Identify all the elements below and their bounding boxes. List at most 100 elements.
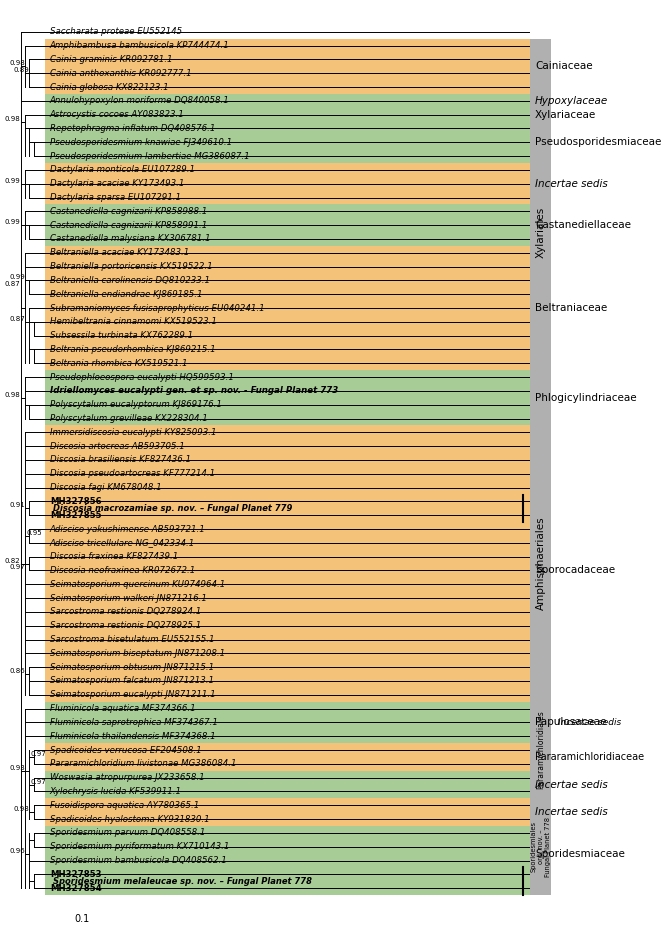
Text: Adisciso tricellulare NG_042334.1: Adisciso tricellulare NG_042334.1: [50, 538, 195, 547]
Text: Discosia fraxinea KF827439.1: Discosia fraxinea KF827439.1: [50, 552, 178, 561]
Text: Woswasia atropurpurea JX233658.1: Woswasia atropurpurea JX233658.1: [50, 773, 204, 782]
Text: Discosia brasiliensis KF827436.1: Discosia brasiliensis KF827436.1: [50, 456, 191, 465]
Text: Pararamichloridium livistonae MG386084.1: Pararamichloridium livistonae MG386084.1: [50, 759, 237, 769]
Text: Incertae sedis: Incertae sedis: [558, 718, 622, 727]
Text: Fusoidispora aquatica AY780365.1: Fusoidispora aquatica AY780365.1: [50, 801, 199, 809]
Bar: [45, 246, 530, 370]
Text: Sporidesmium bambusicola DQ408562.1: Sporidesmium bambusicola DQ408562.1: [50, 856, 226, 865]
Text: Hypoxylaceae: Hypoxylaceae: [535, 96, 608, 106]
Text: Seimatosporium eucalypti JN871211.1: Seimatosporium eucalypti JN871211.1: [50, 690, 216, 699]
Text: Fluminicola thailandensis MF374368.1: Fluminicola thailandensis MF374368.1: [50, 732, 216, 741]
Text: 0.97: 0.97: [9, 564, 25, 569]
Text: 0.98: 0.98: [13, 807, 29, 812]
Text: Discosia fagi KM678048.1: Discosia fagi KM678048.1: [50, 483, 161, 492]
Bar: [45, 826, 530, 895]
Text: Pararamichloridiaceae: Pararamichloridiaceae: [535, 752, 644, 762]
Text: Xylochrysis lucida KF539911.1: Xylochrysis lucida KF539911.1: [50, 787, 182, 796]
Bar: [45, 205, 530, 246]
Text: Beltrania pseudorhombica KJ869215.1: Beltrania pseudorhombica KJ869215.1: [50, 345, 216, 354]
Text: Dactylaria monticola EU107289.1: Dactylaria monticola EU107289.1: [50, 166, 195, 174]
Text: 0.97: 0.97: [30, 751, 46, 757]
Text: 0.91: 0.91: [9, 502, 25, 508]
Bar: [45, 702, 530, 744]
Text: Sarcostroma bisetulatum EU552155.1: Sarcostroma bisetulatum EU552155.1: [50, 635, 214, 644]
Bar: [530, 798, 551, 895]
Text: Cainia globosa KX822123.1: Cainia globosa KX822123.1: [50, 82, 169, 92]
Text: 0.87: 0.87: [5, 282, 20, 287]
Text: Sporidesmium pyriformatum KX710143.1: Sporidesmium pyriformatum KX710143.1: [50, 843, 229, 851]
Text: 0.82: 0.82: [5, 557, 20, 564]
Bar: [45, 39, 530, 94]
Bar: [45, 770, 530, 798]
Text: Astrocystis cocoes AY083823.1: Astrocystis cocoes AY083823.1: [50, 110, 185, 119]
Text: Dactylaria sparsa EU107291.1: Dactylaria sparsa EU107291.1: [50, 193, 181, 202]
Text: Beltraniaceae: Beltraniaceae: [535, 303, 607, 313]
Text: Sporidesmium parvum DQ408558.1: Sporidesmium parvum DQ408558.1: [50, 829, 205, 837]
Text: 0.96: 0.96: [9, 847, 25, 854]
Text: Discosia macrozamiae sp. nov. – Fungal Planet 779: Discosia macrozamiae sp. nov. – Fungal P…: [52, 504, 292, 513]
Text: Castanediella cagnizarii KP858988.1: Castanediella cagnizarii KP858988.1: [50, 206, 207, 216]
Text: 0.98: 0.98: [9, 60, 25, 67]
Text: Sarcostroma restionis DQ278924.1: Sarcostroma restionis DQ278924.1: [50, 607, 201, 617]
Bar: [45, 163, 530, 205]
Text: Pseudosporidesmium lambertiae MG386087.1: Pseudosporidesmium lambertiae MG386087.1: [50, 152, 249, 160]
Text: Immersidiscosia eucalypti KY825093.1: Immersidiscosia eucalypti KY825093.1: [50, 428, 216, 437]
Text: Annulohypoxylon moriforme DQ840058.1: Annulohypoxylon moriforme DQ840058.1: [50, 96, 230, 106]
Text: Amphibambusa bambusicola KP744474.1: Amphibambusa bambusicola KP744474.1: [50, 41, 230, 50]
Text: Beltrania rhombica KX519521.1: Beltrania rhombica KX519521.1: [50, 358, 187, 368]
Bar: [530, 702, 551, 798]
Text: Pseudosporidesmium knawiae FJ349610.1: Pseudosporidesmium knawiae FJ349610.1: [50, 138, 232, 147]
Text: 0.99: 0.99: [5, 178, 20, 183]
Text: 0.99: 0.99: [9, 274, 25, 281]
Text: Pseudophloeospora eucalypti HQ599593.1: Pseudophloeospora eucalypti HQ599593.1: [50, 372, 234, 382]
Text: Seimatosporium biseptatum JN871208.1: Seimatosporium biseptatum JN871208.1: [50, 649, 225, 657]
Text: 0.98: 0.98: [5, 116, 20, 121]
Text: Castanediellaceae: Castanediellaceae: [535, 220, 631, 231]
Text: Seimatosporium quercinum KU974964.1: Seimatosporium quercinum KU974964.1: [50, 580, 225, 589]
Text: Fluminicola saprotrophica MF374367.1: Fluminicola saprotrophica MF374367.1: [50, 718, 218, 727]
Text: Cainia anthoxanthis KR092777.1: Cainia anthoxanthis KR092777.1: [50, 69, 192, 78]
Bar: [45, 94, 530, 107]
Text: Polyscytalum grevilleae KX228304.1: Polyscytalum grevilleae KX228304.1: [50, 414, 208, 423]
Text: Sporidesmiales
ord. nov. –
Fungal Planet 778: Sporidesmiales ord. nov. – Fungal Planet…: [531, 817, 551, 877]
Text: Castanediella cagnizarii KP858991.1: Castanediella cagnizarii KP858991.1: [50, 220, 207, 230]
Text: Beltraniella endiandrae KJ869185.1: Beltraniella endiandrae KJ869185.1: [50, 290, 202, 299]
Text: Incertae sedis: Incertae sedis: [535, 780, 608, 790]
Text: MH327854: MH327854: [50, 883, 101, 893]
Text: 0.86: 0.86: [9, 668, 25, 674]
Bar: [45, 744, 530, 770]
Text: Adisciso yakushimense AB593721.1: Adisciso yakushimense AB593721.1: [50, 524, 206, 533]
Text: 0.89: 0.89: [13, 68, 29, 73]
Text: Subsessila turbinata KX762289.1: Subsessila turbinata KX762289.1: [50, 332, 193, 340]
Text: 0.97: 0.97: [30, 779, 46, 784]
Text: Pararamichloridiales: Pararamichloridiales: [536, 710, 546, 789]
Text: Pseudosporidesmiaceae: Pseudosporidesmiaceae: [535, 137, 661, 147]
Text: Castanediella malysiana KX306781.1: Castanediella malysiana KX306781.1: [50, 234, 210, 244]
Text: MH327853: MH327853: [50, 870, 101, 879]
Text: Papulosaceae: Papulosaceae: [535, 718, 607, 728]
Text: 0.93: 0.93: [9, 765, 25, 770]
Text: Xylariales: Xylariales: [536, 206, 546, 257]
Text: Cainiaceae: Cainiaceae: [535, 61, 593, 71]
Text: 0.1: 0.1: [74, 914, 89, 924]
Text: Incertae sedis: Incertae sedis: [535, 807, 608, 817]
Bar: [45, 107, 530, 163]
Bar: [45, 798, 530, 826]
Text: Dactylaria acaciae KY173493.1: Dactylaria acaciae KY173493.1: [50, 180, 184, 188]
Text: Fluminicola aquatica MF374366.1: Fluminicola aquatica MF374366.1: [50, 704, 196, 713]
Text: Beltraniella acaciae KY173483.1: Beltraniella acaciae KY173483.1: [50, 248, 189, 257]
Text: Discosia pseudoartocreas KF777214.1: Discosia pseudoartocreas KF777214.1: [50, 469, 215, 479]
Text: 0.98: 0.98: [5, 392, 20, 398]
Text: Saccharata proteae EU552145: Saccharata proteae EU552145: [50, 27, 182, 36]
Bar: [530, 425, 551, 702]
Text: Phlogicylindriaceae: Phlogicylindriaceae: [535, 393, 637, 403]
Text: Spadicoides verrucosa EF204508.1: Spadicoides verrucosa EF204508.1: [50, 745, 202, 755]
Text: Amphisphaeriales: Amphisphaeriales: [536, 517, 546, 610]
Text: Idriellomyces eucalypti gen. et sp. nov. - Fungal Planet 773: Idriellomyces eucalypti gen. et sp. nov.…: [50, 386, 338, 395]
Text: MH327855: MH327855: [50, 511, 101, 519]
Text: Cainia graminis KR092781.1: Cainia graminis KR092781.1: [50, 55, 172, 64]
Text: Polyscytalum eucalyptorum KJ869176.1: Polyscytalum eucalyptorum KJ869176.1: [50, 400, 222, 409]
Text: Beltraniella carolinensis DQ810233.1: Beltraniella carolinensis DQ810233.1: [50, 276, 210, 285]
Text: Beltraniella portoricensis KX519522.1: Beltraniella portoricensis KX519522.1: [50, 262, 212, 271]
Text: Hemibeltrania cinnamomi KX519523.1: Hemibeltrania cinnamomi KX519523.1: [50, 318, 216, 326]
